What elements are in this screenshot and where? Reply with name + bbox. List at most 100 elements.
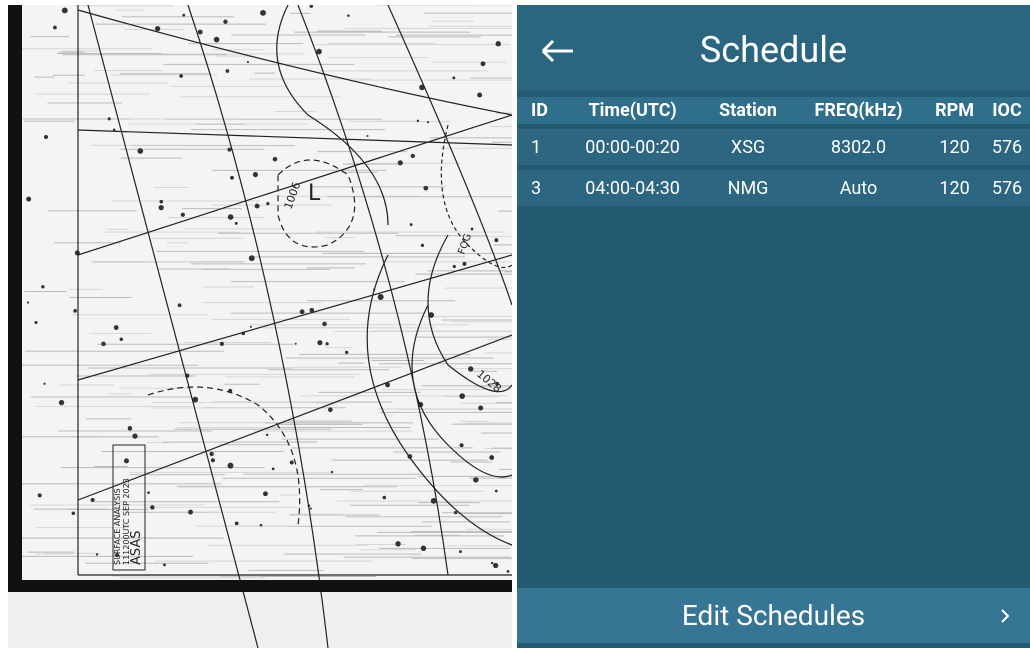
map-symbol — [108, 117, 111, 120]
table-cell: 00:00-00:20 — [561, 129, 704, 165]
map-symbol — [182, 14, 185, 17]
table-cell: 1 — [517, 129, 561, 165]
map-symbol — [471, 228, 474, 231]
map-symbol — [181, 213, 185, 217]
button-label: Edit Schedules — [517, 600, 1030, 632]
title: Schedule — [517, 27, 1030, 73]
map-symbol — [454, 511, 457, 514]
map-symbol — [489, 455, 494, 460]
map-blank — [8, 590, 512, 648]
map-symbol — [477, 93, 482, 98]
map-symbol — [496, 41, 501, 46]
map-symbol — [226, 69, 230, 73]
map-symbol — [427, 121, 429, 123]
map-symbol — [300, 309, 305, 314]
map-symbol — [62, 7, 68, 13]
map-symbol — [179, 74, 183, 78]
map-symbol — [326, 342, 329, 345]
map-symbol — [421, 546, 426, 551]
column-header: FREQ(kHz) — [792, 97, 925, 124]
map-symbol — [460, 443, 464, 447]
map-symbol — [383, 496, 386, 499]
map-symbol — [459, 393, 465, 399]
map-edge — [8, 580, 512, 592]
map-symbol — [101, 342, 106, 347]
map-symbol — [147, 491, 150, 494]
table-cell: 3 — [517, 170, 561, 206]
map-symbol — [263, 491, 268, 496]
map-stamp: SURFACE ANALYSIS — [113, 488, 122, 565]
map-symbol — [72, 511, 76, 515]
map-symbol — [266, 434, 268, 436]
map-symbol — [494, 238, 498, 242]
map-symbol — [114, 325, 119, 330]
map-symbol — [478, 405, 483, 410]
map-symbol — [159, 200, 163, 204]
map-symbol — [266, 202, 269, 205]
map-symbol — [228, 463, 234, 469]
table-cell: XSG — [704, 129, 792, 165]
map-symbol — [38, 493, 42, 497]
map-symbol — [367, 135, 369, 137]
map-symbol — [473, 477, 479, 483]
map-symbol — [481, 61, 486, 66]
map-symbol — [272, 468, 275, 471]
map-symbol — [159, 205, 164, 210]
map-symbol — [431, 498, 437, 504]
map-symbol — [59, 400, 64, 405]
map-symbol — [247, 61, 249, 63]
map-symbol — [211, 458, 215, 462]
table-cell: Auto — [792, 170, 925, 206]
table-cell: NMG — [704, 170, 792, 206]
map-symbol — [188, 510, 193, 515]
map-symbol — [491, 562, 493, 564]
map-symbol — [96, 553, 98, 555]
map-symbol — [150, 505, 154, 509]
map-symbol — [495, 490, 498, 493]
map-symbol — [44, 135, 48, 139]
map-symbol — [230, 176, 234, 180]
map-symbol — [155, 26, 160, 31]
map-stamp: 111200UTC SEP 2023 — [122, 478, 131, 565]
table-cell: 8302.0 — [792, 129, 925, 165]
map-symbol — [235, 222, 238, 225]
map-symbol — [53, 26, 57, 30]
map-symbol — [27, 301, 29, 303]
map-symbol — [41, 285, 44, 288]
map-symbol — [417, 120, 419, 122]
map-symbol — [462, 262, 466, 266]
map-symbol — [250, 326, 252, 328]
column-header: ID — [517, 97, 561, 124]
map-symbol — [507, 570, 510, 573]
map-symbol — [255, 204, 260, 209]
map-symbol — [468, 366, 473, 371]
column-header: Station — [704, 97, 792, 124]
map-symbol — [290, 461, 294, 465]
map-symbol — [378, 294, 384, 300]
map-symbol — [423, 186, 428, 191]
edit-schedules-button[interactable]: Edit Schedules — [517, 588, 1030, 643]
map-symbol — [249, 255, 255, 261]
table-cell: 576 — [984, 170, 1030, 206]
column-header: IOC — [984, 97, 1030, 124]
map-symbol — [26, 197, 31, 202]
map-symbol — [120, 338, 124, 342]
map-symbol — [347, 14, 350, 17]
screen: {"map": {"low_label": "L", "isobar_1": "… — [0, 0, 1030, 648]
map-symbol — [214, 37, 220, 43]
map-symbol — [113, 128, 116, 131]
map-symbol — [128, 426, 133, 431]
map-symbol — [210, 452, 214, 456]
map-symbol — [260, 10, 266, 16]
map-symbol — [453, 265, 456, 268]
map-symbol — [421, 244, 424, 247]
map-symbol — [178, 303, 182, 307]
map-symbol — [411, 154, 415, 158]
map-symbol — [223, 20, 227, 24]
map-symbol — [132, 433, 137, 438]
column-header: RPM — [925, 97, 984, 124]
